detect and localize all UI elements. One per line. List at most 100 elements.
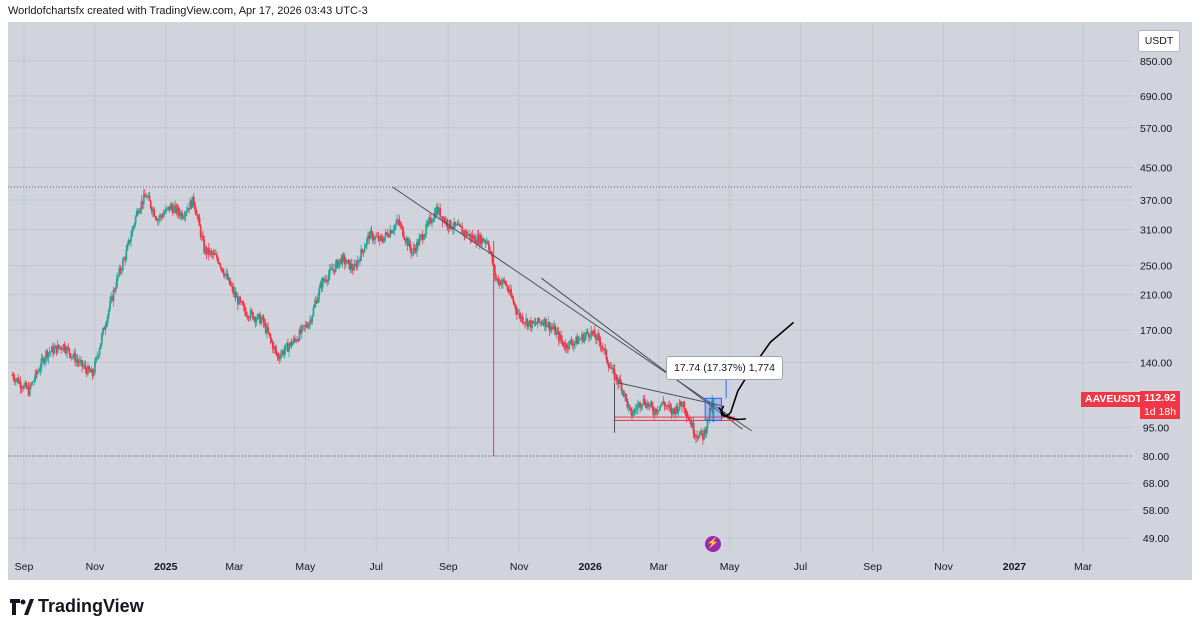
- candle-body: [30, 384, 32, 386]
- x-tick-label: Mar: [1074, 561, 1093, 573]
- candle-body: [21, 387, 24, 389]
- candle-body: [418, 238, 421, 246]
- candle-body: [405, 238, 408, 242]
- candle-body: [253, 317, 256, 320]
- candle-body: [632, 413, 635, 417]
- y-tick-label: 850.00: [1140, 56, 1172, 68]
- candle-body: [304, 324, 307, 327]
- y-tick-label: 250.00: [1140, 261, 1172, 273]
- candle-body: [110, 296, 113, 302]
- candle-body: [282, 351, 285, 355]
- candle-body: [335, 260, 338, 264]
- candle-body: [376, 236, 379, 238]
- candle-body: [633, 409, 636, 414]
- candle-body: [610, 367, 612, 370]
- candle-body: [278, 357, 281, 359]
- candle-body: [50, 346, 53, 352]
- candle-body: [64, 350, 67, 354]
- y-tick-label: 310.00: [1140, 225, 1172, 237]
- candle-body: [367, 234, 369, 239]
- candle-body: [182, 216, 185, 219]
- candle-body: [606, 359, 609, 364]
- candle-body: [53, 348, 56, 354]
- candle-body: [395, 223, 397, 226]
- candle-body: [19, 381, 22, 388]
- candle-body: [556, 331, 559, 333]
- candle-body: [35, 371, 38, 374]
- candle-body: [426, 223, 429, 225]
- candle-body: [280, 354, 282, 359]
- candle-body: [583, 336, 586, 342]
- measure-box: [704, 397, 722, 421]
- candle-body: [291, 342, 294, 346]
- candle-body: [89, 370, 92, 373]
- candle-body: [206, 247, 209, 254]
- candle-body: [183, 216, 186, 218]
- candle-body: [528, 320, 531, 322]
- candle-body: [375, 236, 378, 238]
- candle-body: [104, 326, 107, 330]
- candle-body: [402, 226, 404, 237]
- candle-body: [68, 348, 71, 354]
- candle-body: [413, 248, 416, 249]
- x-tick-label: Nov: [510, 561, 529, 573]
- price-chart[interactable]: 850.00 690.00 570.00 450.00 370.00 310.00 250.…: [8, 22, 1192, 580]
- candle-body: [346, 260, 349, 264]
- candle-body: [468, 233, 471, 235]
- candle-body: [181, 212, 183, 219]
- candle-body: [461, 227, 464, 234]
- candle-body: [187, 208, 189, 212]
- candle-body: [160, 215, 163, 217]
- candle-body: [326, 280, 329, 282]
- candle-body: [314, 300, 317, 305]
- candle-body: [320, 283, 323, 288]
- candle-body: [477, 235, 480, 244]
- candle-body: [78, 360, 81, 364]
- candle-body: [354, 263, 357, 265]
- candle-body: [54, 345, 57, 349]
- candle-body: [703, 429, 705, 440]
- candle-body: [684, 409, 687, 413]
- y-tick-label: 58.00: [1143, 505, 1169, 517]
- candle-body: [701, 433, 704, 440]
- chart-area[interactable]: 850.00 690.00 570.00 450.00 370.00 310.00 250.…: [8, 22, 1192, 580]
- candle-body: [125, 250, 128, 260]
- candle-body: [41, 358, 44, 360]
- candle-body: [176, 207, 179, 214]
- candle-body: [245, 311, 247, 317]
- candle-body: [349, 263, 352, 270]
- candle-body: [173, 207, 175, 214]
- candle-body: [591, 331, 594, 334]
- candle-body: [449, 220, 452, 229]
- candle-body: [92, 372, 95, 377]
- candle-body: [311, 315, 314, 322]
- candle-body: [59, 347, 61, 348]
- tradingview-logo-icon: [10, 598, 34, 615]
- candle-body: [310, 320, 313, 322]
- lightning-icon[interactable]: ⚡: [705, 536, 721, 552]
- candle-body: [289, 342, 292, 346]
- candle-body: [550, 327, 553, 328]
- candle-body: [454, 221, 457, 226]
- candle-body: [448, 220, 451, 229]
- candle-body: [80, 360, 82, 361]
- candle-body: [584, 334, 587, 337]
- candle-body: [625, 393, 628, 399]
- candle-body: [697, 437, 700, 439]
- tradingview-logo[interactable]: TradingView: [10, 596, 144, 617]
- candle-body: [396, 219, 399, 224]
- candle-body: [500, 282, 503, 286]
- candle-body: [325, 279, 328, 282]
- candle-body: [119, 268, 122, 272]
- candle-body: [39, 368, 42, 372]
- candle-body: [434, 212, 437, 217]
- candle-body: [383, 237, 386, 242]
- candle-body: [359, 259, 361, 261]
- candle-body: [220, 267, 223, 269]
- currency-selector[interactable]: USDT: [1138, 30, 1180, 52]
- candle-body: [467, 234, 469, 236]
- x-tick-label: Jul: [794, 561, 807, 573]
- candle-body: [635, 409, 638, 410]
- candle-body: [109, 301, 111, 310]
- candle-body: [216, 254, 218, 259]
